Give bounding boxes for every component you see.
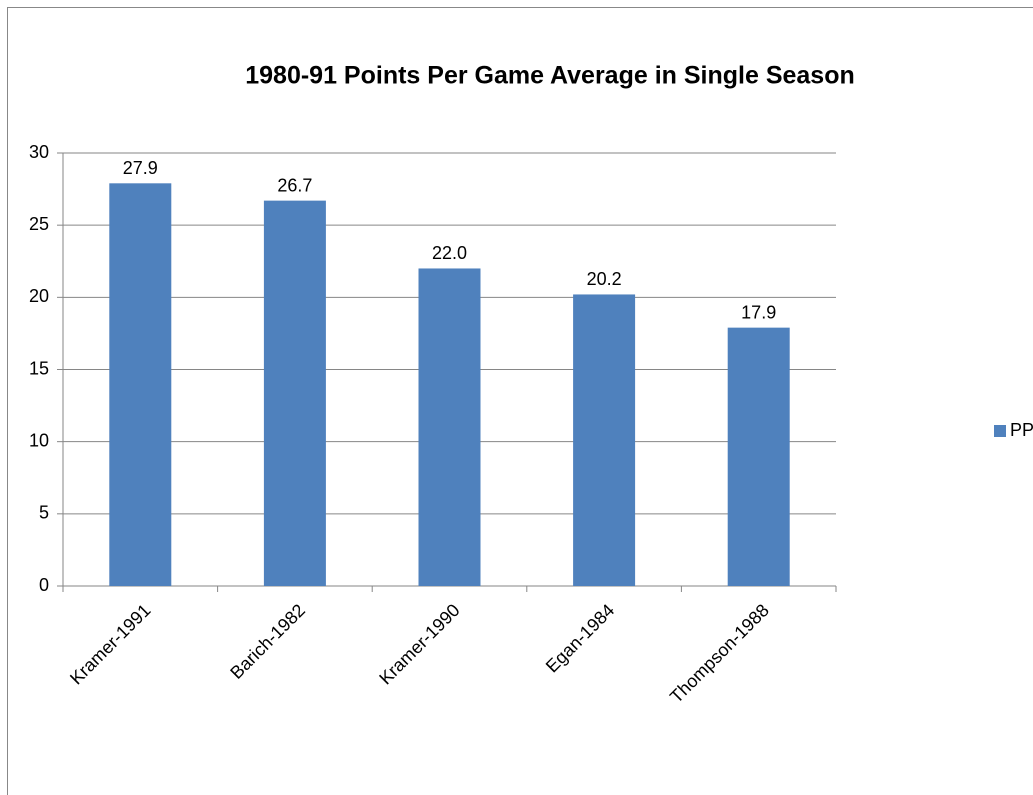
bar — [109, 183, 172, 586]
y-tick-label: 20 — [29, 286, 49, 306]
data-label: 20.2 — [587, 269, 622, 289]
bar — [263, 200, 326, 586]
data-label: 17.9 — [741, 302, 776, 322]
y-tick-label: 30 — [29, 142, 49, 162]
y-tick-label: 15 — [29, 358, 49, 378]
y-tick-label: 10 — [29, 430, 49, 450]
bar — [727, 327, 790, 586]
chart-frame — [7, 7, 1033, 795]
bar — [418, 268, 481, 586]
y-tick-label: 25 — [29, 214, 49, 234]
legend-swatch — [994, 425, 1006, 437]
data-label: 27.9 — [123, 158, 158, 178]
data-label: 22.0 — [432, 243, 467, 263]
chart-title: 1980-91 Points Per Game Average in Singl… — [245, 62, 855, 90]
bar — [573, 294, 636, 586]
legend-label: PPG — [1010, 420, 1033, 440]
y-tick-label: 5 — [39, 503, 49, 523]
data-label: 26.7 — [277, 175, 312, 195]
y-tick-label: 0 — [39, 575, 49, 595]
